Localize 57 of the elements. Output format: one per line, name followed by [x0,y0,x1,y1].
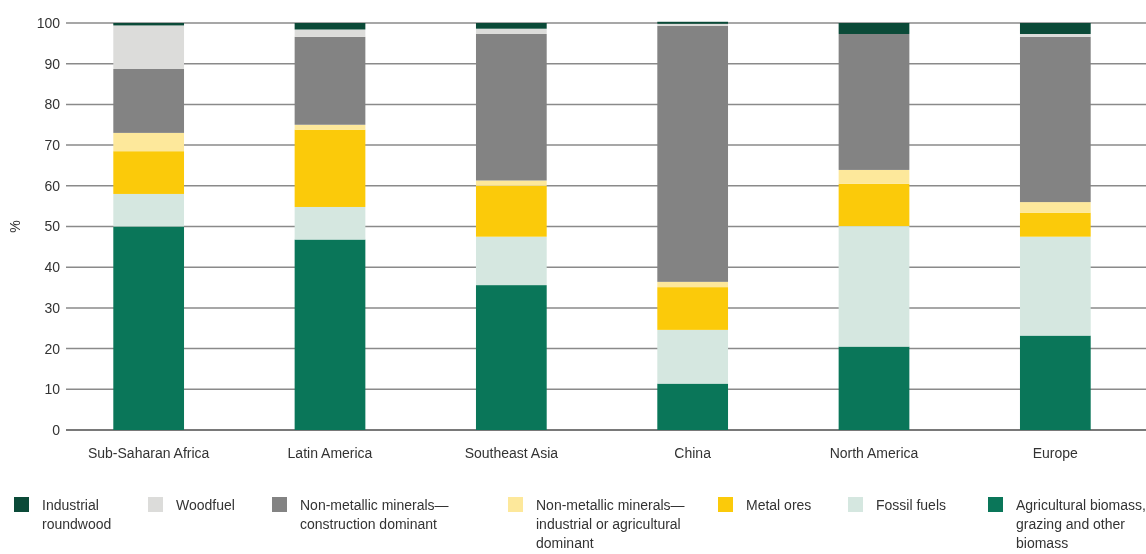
bar [838,169,910,184]
bar [838,23,910,34]
bar [657,383,729,430]
bar [294,239,366,430]
bar [475,23,547,29]
legend-label: Agricultural biomass, grazing and other biomass [1016,497,1146,551]
bar [113,132,185,152]
bar [657,281,729,288]
y-tick-label: 100 [36,14,61,31]
bar [1019,236,1091,336]
legend-label: Non-metallic minerals—industrial or agricultural dominant [536,497,685,551]
y-tick-label: 80 [44,96,61,113]
bar [657,287,729,330]
x-tick-label: Latin America [287,445,373,461]
bar [113,151,185,194]
legend-label: Non-metallic minerals—construction dominant [300,497,449,532]
bar [294,129,366,207]
bar [294,23,366,30]
y-tick-label: 40 [44,259,61,276]
legend-label: Metal ores [746,497,812,513]
bar [838,346,910,430]
bar [475,185,547,237]
bar [475,236,547,286]
bar [475,28,547,34]
x-tick-label: Southeast Asia [464,445,559,461]
bar [113,226,185,430]
bar [294,124,366,130]
bar [113,193,185,227]
y-tick-label: 50 [44,218,61,235]
bar [475,285,547,430]
y-tick-label: 10 [44,381,61,398]
x-tick-label: Sub-Saharan Africa [87,445,210,461]
bar [475,180,547,186]
x-tick-label: North America [829,445,919,461]
bar [1019,33,1091,37]
bar [1019,202,1091,213]
y-tick-label: 20 [44,340,61,357]
bar [113,25,185,69]
bar [838,183,910,227]
y-axis-title: % [7,220,23,233]
y-tick-label: 0 [52,421,61,438]
bar [1019,23,1091,34]
y-tick-label: 70 [44,137,61,153]
bar [1019,212,1091,237]
bar [294,206,366,240]
legend-label: Fossil fuels [876,497,947,513]
bar [657,329,729,384]
y-tick-label: 60 [44,177,61,194]
bar [294,29,366,37]
legend-label: Woodfuel [176,497,235,513]
legend-label: Industrial roundwood [42,497,112,532]
y-tick-label: 90 [44,55,61,72]
x-tick-label: Europe [1032,445,1079,461]
bar [838,226,910,347]
y-tick-label: 30 [44,299,61,316]
bar [1019,335,1091,430]
x-tick-label: China [674,445,712,461]
